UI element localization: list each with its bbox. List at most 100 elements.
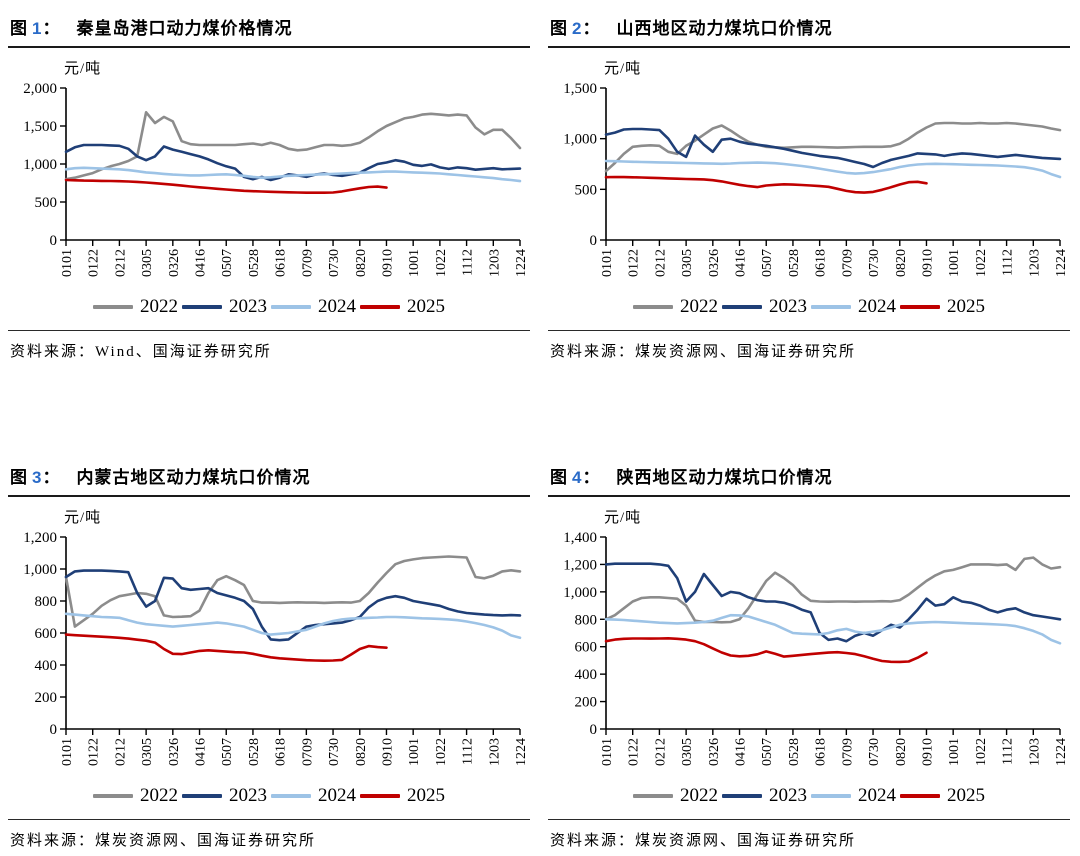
svg-text:0212: 0212: [113, 249, 128, 277]
svg-text:0122: 0122: [627, 249, 642, 277]
figure-number: 4: [572, 468, 583, 487]
legend-label-2024: 2024: [858, 296, 896, 317]
legend-label-2023: 2023: [769, 296, 807, 317]
figure-title-text: 内蒙古地区动力煤坑口价情况: [76, 468, 311, 487]
svg-text:1112: 1112: [1001, 738, 1016, 765]
svg-text:400: 400: [575, 667, 598, 683]
legend-line-2023: [182, 794, 222, 798]
svg-text:0709: 0709: [840, 738, 855, 766]
line-chart-qinhuangdao: 0 500 1,000 1,500 2,000 0101 0122 0212 0305 0326 0…: [23, 81, 529, 277]
figure-3-panel: 图 3： 内蒙古地区动力煤坑口价情况 元/吨 0 200 400 600 800 1,000 1…: [0, 455, 540, 852]
svg-text:200: 200: [575, 695, 598, 711]
svg-text:0101: 0101: [600, 738, 615, 766]
legend-line-2025: [360, 794, 400, 798]
svg-text:0528: 0528: [247, 738, 262, 766]
legend-label-2022: 2022: [680, 785, 718, 806]
legend-item-2022: 2022: [633, 296, 718, 318]
svg-text:0101: 0101: [60, 738, 75, 766]
svg-text:0507: 0507: [220, 249, 235, 277]
svg-text:0820: 0820: [894, 738, 909, 766]
svg-text:1022: 1022: [434, 738, 449, 766]
svg-text:0212: 0212: [653, 738, 668, 766]
legend-item-2024: 2024: [811, 785, 896, 807]
svg-text:0910: 0910: [380, 738, 395, 766]
svg-text:1022: 1022: [434, 249, 449, 277]
legend-line-2022: [93, 794, 133, 798]
svg-text:600: 600: [575, 640, 598, 656]
svg-text:1203: 1203: [1027, 738, 1042, 766]
svg-text:1112: 1112: [461, 249, 476, 276]
legend-item-2025: 2025: [360, 296, 445, 318]
source-note: 资料来源：煤炭资源网、国海证券研究所: [548, 819, 1070, 852]
svg-text:0: 0: [50, 233, 58, 249]
legend-label-2023: 2023: [769, 785, 807, 806]
figure-colon: ：: [582, 19, 601, 38]
figure-word: 图: [10, 468, 28, 487]
legend-label-2025: 2025: [947, 296, 985, 317]
svg-text:1112: 1112: [461, 738, 476, 765]
svg-text:0305: 0305: [140, 738, 155, 766]
legend-line-2024: [811, 794, 851, 798]
legend-item-2025: 2025: [900, 296, 985, 318]
svg-text:1224: 1224: [1054, 249, 1069, 277]
figure-4-panel: 图 4： 陕西地区动力煤坑口价情况 元/吨 0 200 400 600 800 1,000 1,…: [540, 455, 1080, 852]
line-chart-shaanxi: 0 200 400 600 800 1,000 1,200 1,400 0101 0122 0212…: [563, 530, 1069, 766]
svg-text:0: 0: [50, 722, 58, 738]
svg-text:0212: 0212: [113, 738, 128, 766]
legend-item-2024: 2024: [811, 296, 896, 318]
svg-text:500: 500: [575, 182, 598, 198]
figure-colon: ：: [42, 19, 61, 38]
svg-text:0305: 0305: [680, 249, 695, 277]
figure-title-text: 秦皇岛港口动力煤价格情况: [76, 19, 293, 38]
svg-text:0730: 0730: [327, 249, 342, 277]
svg-text:1,400: 1,400: [563, 530, 597, 546]
y-axis-unit-label: 元/吨: [64, 510, 102, 526]
legend-label-2023: 2023: [229, 785, 267, 806]
svg-text:0730: 0730: [327, 738, 342, 766]
svg-text:0212: 0212: [653, 249, 668, 277]
legend-label-2025: 2025: [947, 785, 985, 806]
legend-item-2022: 2022: [93, 296, 178, 318]
source-text: 资料来源：煤炭资源网、国海证券研究所: [550, 344, 857, 360]
legend-label-2024: 2024: [318, 785, 356, 806]
svg-text:0416: 0416: [194, 738, 209, 766]
svg-text:200: 200: [35, 690, 58, 706]
svg-text:800: 800: [575, 612, 598, 628]
line-chart-shanxi: 0 500 1,000 1,500 0101 0122 0212 0305 0326 0416 05…: [563, 81, 1069, 277]
legend-line-2022: [93, 305, 133, 309]
svg-text:0416: 0416: [734, 249, 749, 277]
legend-line-2024: [271, 794, 311, 798]
svg-text:800: 800: [35, 594, 58, 610]
svg-text:0326: 0326: [167, 249, 182, 277]
figure-1-panel: 图 1： 秦皇岛港口动力煤价格情况 元/吨 0 500 1,000 1,500 2,000 0…: [0, 6, 540, 363]
svg-text:2,000: 2,000: [23, 81, 57, 97]
figure-number: 2: [572, 19, 583, 38]
svg-text:600: 600: [35, 626, 58, 642]
svg-text:1224: 1224: [1054, 738, 1069, 766]
svg-text:0820: 0820: [354, 249, 369, 277]
chart-legend: 2022 2023 2024 2025: [8, 785, 530, 807]
svg-text:1,500: 1,500: [563, 81, 597, 97]
figure-title-text: 陕西地区动力煤坑口价情况: [616, 468, 833, 487]
svg-text:0122: 0122: [627, 738, 642, 766]
svg-text:1,200: 1,200: [23, 530, 57, 546]
legend-label-2022: 2022: [140, 785, 178, 806]
legend-line-2023: [722, 305, 762, 309]
svg-text:0326: 0326: [167, 738, 182, 766]
svg-text:0507: 0507: [760, 738, 775, 766]
svg-text:0416: 0416: [734, 738, 749, 766]
figure-colon: ：: [582, 468, 601, 487]
chart-legend: 2022 2023 2024 2025: [548, 785, 1070, 807]
legend-item-2024: 2024: [271, 296, 356, 318]
y-axis-unit-label: 元/吨: [64, 61, 102, 77]
legend-item-2023: 2023: [722, 296, 807, 318]
figure-2-title: 图 2： 山西地区动力煤坑口价情况: [548, 6, 1070, 48]
legend-line-2022: [633, 794, 673, 798]
svg-text:0618: 0618: [814, 249, 829, 277]
chart-legend: 2022 2023 2024 2025: [8, 296, 530, 318]
svg-text:0528: 0528: [787, 738, 802, 766]
legend-label-2024: 2024: [858, 785, 896, 806]
source-text: 资料来源：Wind、国海证券研究所: [10, 344, 272, 360]
svg-text:1,500: 1,500: [23, 119, 57, 135]
svg-text:0910: 0910: [920, 249, 935, 277]
